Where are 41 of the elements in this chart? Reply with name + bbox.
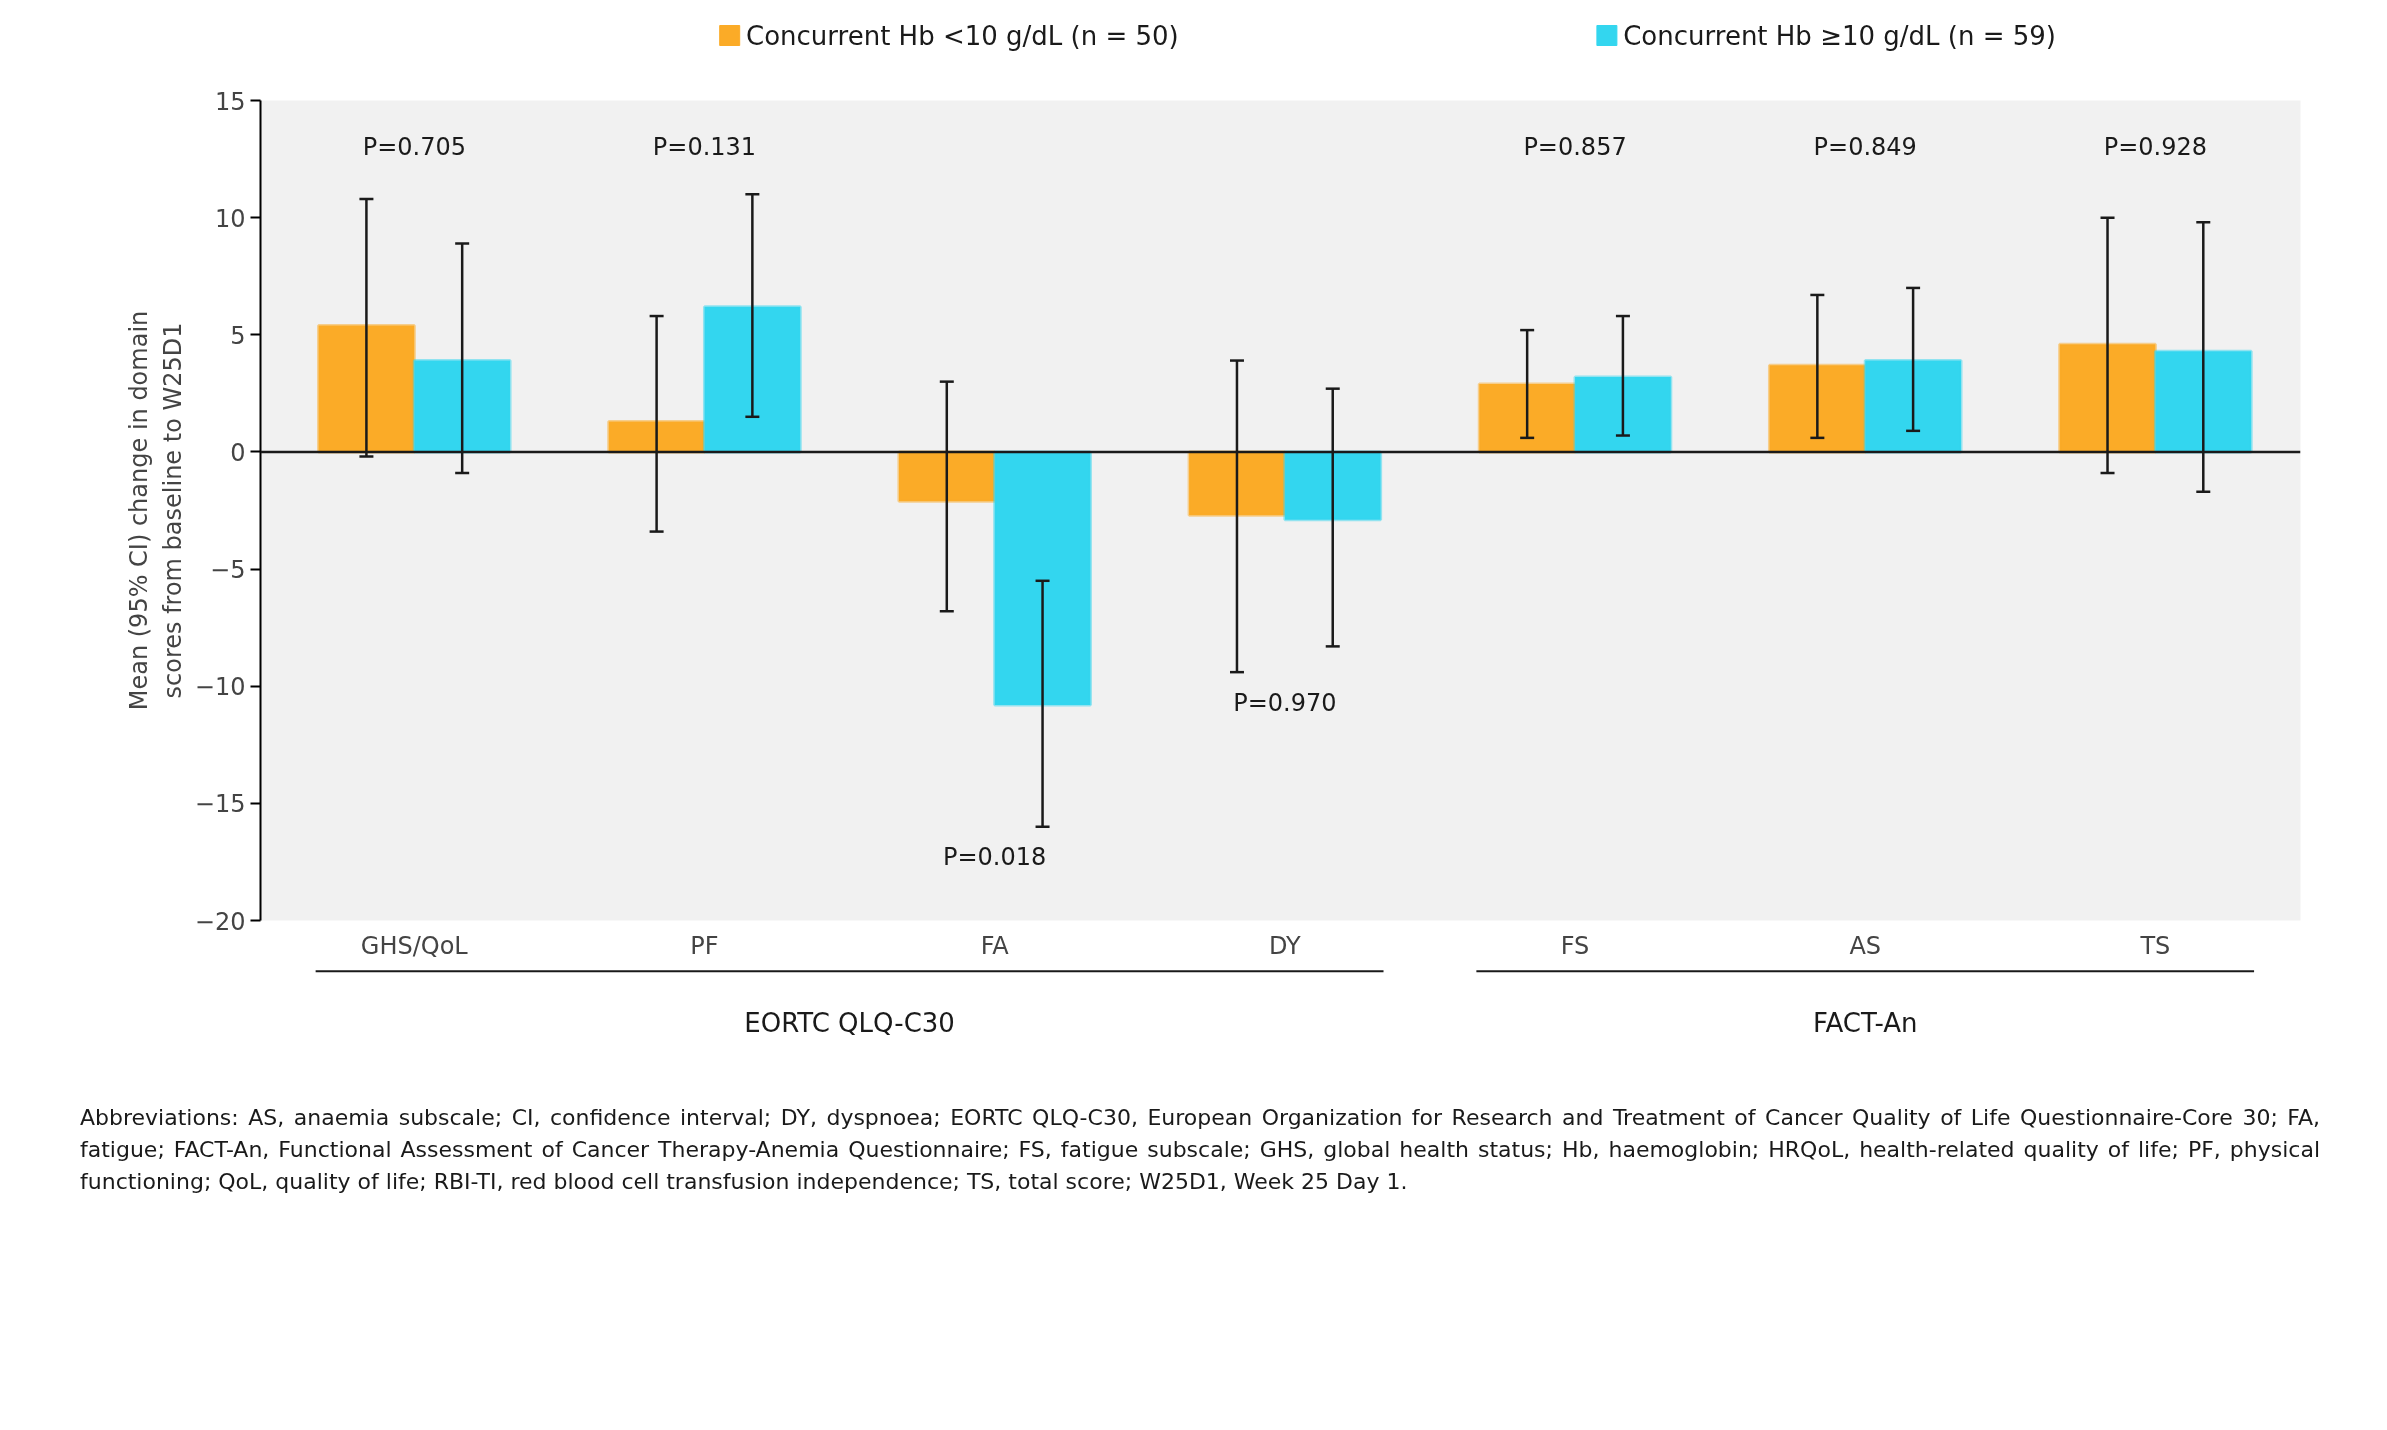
x-tick-label: FS bbox=[1560, 931, 1590, 960]
annotation: P=0.705 bbox=[362, 133, 466, 162]
legend-label: Concurrent Hb ≥10 g/dL (n = 59) bbox=[1623, 20, 2056, 51]
legend-label: Concurrent Hb <10 g/dL (n = 50) bbox=[746, 20, 1179, 51]
bar bbox=[412, 359, 512, 454]
x-tick-label: AS bbox=[1849, 931, 1882, 960]
y-tick-label: −20 bbox=[194, 907, 246, 936]
y-tick-label: 0 bbox=[230, 438, 246, 467]
bar bbox=[2058, 342, 2157, 454]
text: Abbreviations: AS, anaemia subscale; CI, confidence interval; DY, dyspnoea; EORTC QLQ-C30, European Organization for Research and Treatment of Cancer Quality of Life Questionnaire-Core 30; FA, fatigue; FACT-An, Functional Assessment of Cancer Therapy-Anemia Questionnaire; FS, fatigue subscale; GHS, global health status; Hb, haemoglobin; HRQoL, health-related quality of life; PF, physical functioning; QoL, quality of life; RBI-TI, red blood cell transfusion independence; TS, total score; W25D1, Week 25 Day 1. bbox=[80, 1104, 2320, 1196]
bar bbox=[702, 305, 802, 454]
y-tick-label: −10 bbox=[194, 673, 246, 702]
bar bbox=[993, 450, 1092, 707]
annotation: P=0.970 bbox=[1233, 688, 1337, 717]
annotation: P=0.849 bbox=[1813, 133, 1917, 162]
bar bbox=[2153, 349, 2253, 454]
x-tick-label: GHS/QoL bbox=[360, 931, 469, 960]
y-tick-label: 5 bbox=[230, 321, 246, 350]
bar bbox=[1863, 359, 1963, 454]
bar bbox=[317, 323, 416, 454]
annotation: P=0.131 bbox=[652, 133, 757, 162]
text: EORTC QLQ-C30 bbox=[744, 1008, 955, 1038]
x-tick-label: PF bbox=[690, 931, 719, 960]
y-tick-label: −5 bbox=[210, 556, 246, 585]
annotation: P=0.857 bbox=[1523, 133, 1627, 162]
bar bbox=[1477, 382, 1577, 454]
bar bbox=[1187, 450, 1287, 517]
x-tick-label: TS bbox=[2139, 931, 2171, 960]
bar bbox=[1767, 363, 1867, 454]
text: FACT-An bbox=[1812, 1008, 1918, 1038]
bar bbox=[897, 450, 997, 503]
bar bbox=[1573, 375, 1673, 454]
y-axis-title: Mean (95% CI) change in domain scores from baseline to W25D1 bbox=[125, 310, 187, 711]
bar bbox=[1283, 450, 1383, 522]
x-tick-label: DY bbox=[1268, 931, 1302, 960]
y-tick-label: 15 bbox=[214, 87, 246, 116]
annotation: P=0.928 bbox=[2103, 133, 2208, 162]
y-tick-label: −15 bbox=[194, 790, 246, 819]
annotation: P=0.018 bbox=[943, 843, 1047, 872]
x-tick-label: FA bbox=[980, 931, 1010, 960]
y-tick-label: 10 bbox=[214, 204, 246, 233]
